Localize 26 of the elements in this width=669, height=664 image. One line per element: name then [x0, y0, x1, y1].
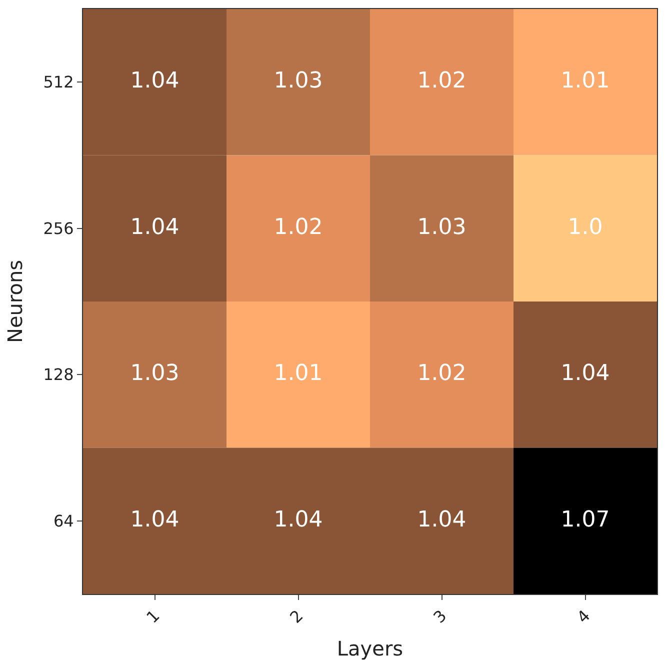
data-label: 1.02: [274, 214, 323, 240]
data-label: 1.02: [417, 361, 466, 386]
y-tick-label: 256: [43, 218, 74, 238]
y-tick-label: 128: [43, 365, 74, 384]
data-label: 1.0: [568, 214, 603, 240]
y-tick-label: 512: [43, 72, 74, 92]
x-tick-label: 2: [286, 606, 307, 627]
y-axis-title: Neurons: [2, 260, 27, 344]
data-label: 1.07: [560, 507, 610, 532]
data-label: 1.03: [417, 214, 466, 240]
data-label: 1.04: [417, 507, 466, 532]
y-tick-label: 64: [53, 511, 74, 530]
data-label: 1.02: [417, 68, 466, 94]
data-label: 1.04: [130, 507, 180, 532]
data-label: 1.04: [274, 507, 323, 532]
x-tick-label: 4: [573, 606, 594, 627]
data-label: 1.04: [130, 214, 180, 240]
data-label: 1.01: [560, 68, 610, 94]
x-tick-label: 3: [430, 606, 450, 627]
x-tick-label: 1: [142, 606, 164, 627]
data-label: 1.01: [274, 361, 323, 386]
data-label: 1.03: [130, 361, 180, 386]
data-label: 1.04: [560, 361, 610, 386]
x-axis-title: Layers: [336, 636, 404, 660]
data-label: 1.03: [274, 68, 323, 94]
data-label: 1.04: [130, 68, 180, 94]
